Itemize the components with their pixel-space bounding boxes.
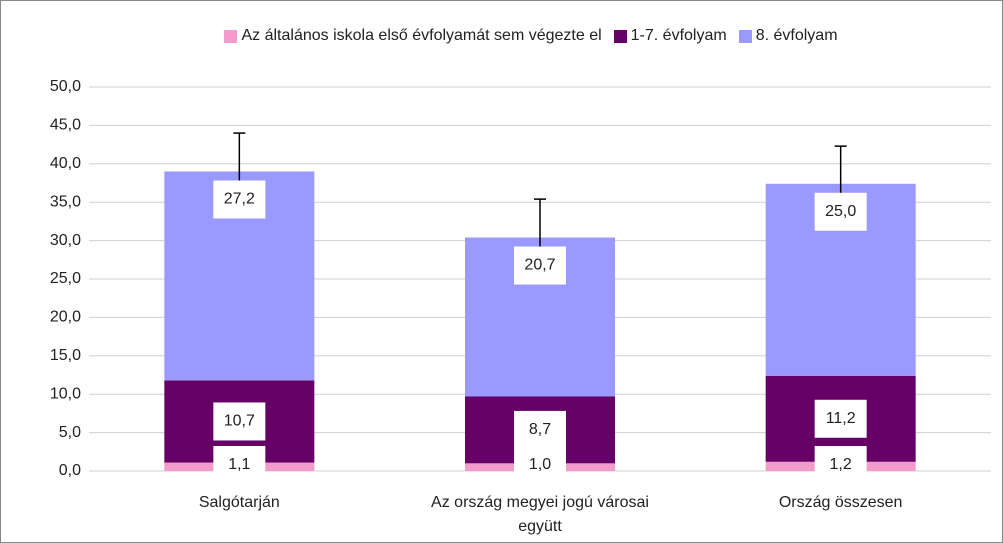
- legend-item: Az általános iskola első évfolyamát sem …: [224, 27, 602, 45]
- label-box: [514, 410, 566, 449]
- data-label: 25,0: [825, 203, 856, 220]
- data-label: 20,7: [524, 257, 555, 274]
- label-box: [814, 399, 867, 438]
- label-box: [213, 402, 266, 441]
- legend-item: 1-7. évfolyam: [613, 27, 727, 45]
- y-tick-label: 25,0: [50, 270, 81, 287]
- legend-swatch: [224, 29, 238, 43]
- legend-label: Az általános iskola első évfolyamát sem …: [241, 27, 602, 44]
- data-label: 10,7: [224, 413, 255, 430]
- y-tick-label: 35,0: [50, 193, 81, 210]
- label-box: [213, 446, 266, 484]
- legend: Az általános iskola első évfolyamát sem …: [61, 27, 1001, 45]
- data-label: 8,7: [529, 421, 551, 438]
- legend-swatch: [738, 29, 752, 43]
- data-label: 1,0: [529, 456, 551, 473]
- label-box: [514, 446, 566, 484]
- y-tick-label: 0,0: [59, 462, 81, 479]
- label-box: [213, 180, 266, 219]
- data-label: 27,2: [224, 191, 255, 208]
- x-tick-label: Az ország megyei jogú városai együtt: [431, 494, 649, 535]
- legend-swatch: [613, 29, 627, 43]
- y-tick-label: 15,0: [50, 347, 81, 364]
- data-label: 1,1: [228, 456, 250, 473]
- y-tick-label: 50,0: [50, 78, 81, 95]
- y-tick-label: 10,0: [50, 385, 81, 402]
- x-tick-label: Salgótarján: [198, 494, 280, 511]
- legend-item: 8. évfolyam: [738, 27, 838, 45]
- label-box: [814, 192, 867, 231]
- y-tick-label: 5,0: [59, 424, 81, 441]
- y-tick-label: 45,0: [50, 117, 81, 134]
- data-label: 11,2: [826, 410, 856, 427]
- data-label: 1,2: [830, 456, 852, 473]
- legend-label: 1-7. évfolyam: [630, 27, 727, 44]
- label-box: [514, 246, 566, 285]
- y-tick-label: 40,0: [50, 155, 81, 172]
- legend-label: 8. évfolyam: [755, 27, 838, 44]
- x-tick-label: Ország összesen: [778, 494, 903, 511]
- label-box: [814, 446, 867, 484]
- y-tick-label: 20,0: [50, 309, 81, 326]
- y-tick-label: 30,0: [50, 232, 81, 249]
